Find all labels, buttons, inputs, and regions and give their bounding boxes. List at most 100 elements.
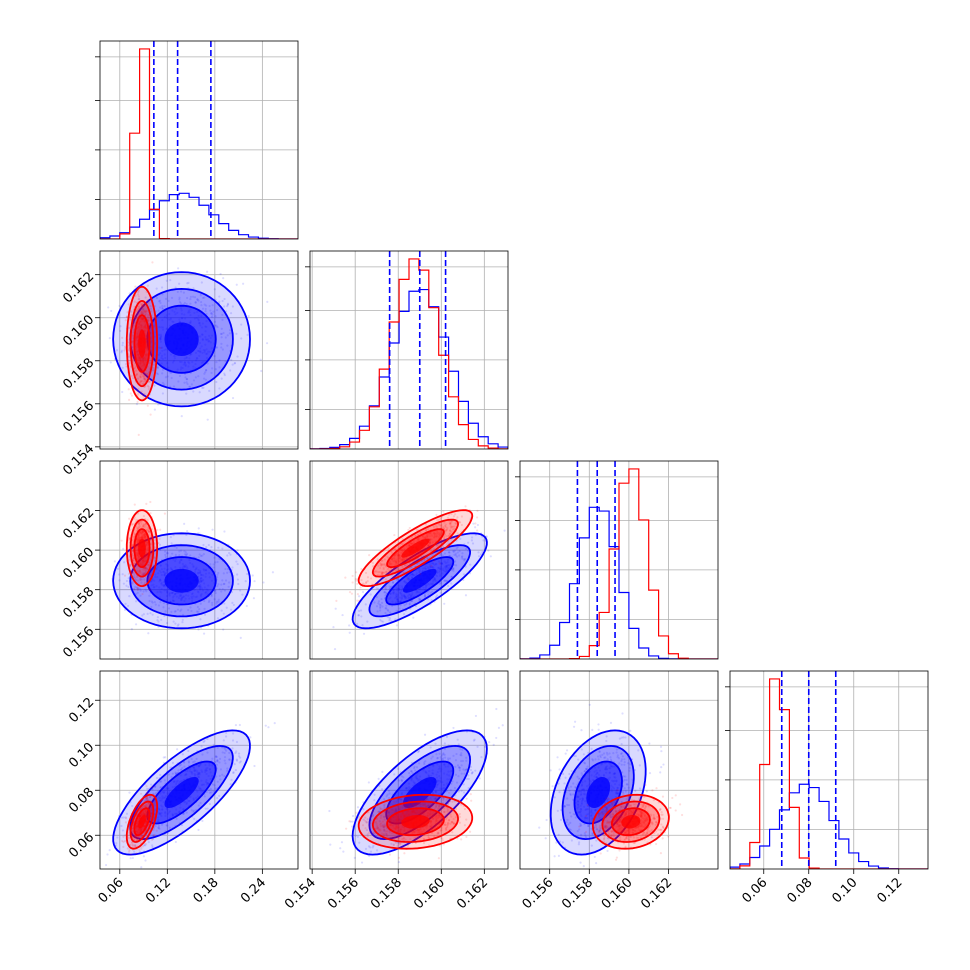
scatter-point: [170, 376, 173, 380]
contour-line: [386, 528, 445, 568]
scatter-point: [144, 312, 148, 315]
scatter-point: [204, 371, 207, 374]
scatter-point: [180, 415, 183, 418]
density-fill: [403, 568, 437, 593]
scatter-point: [109, 361, 112, 364]
scatter-point: [155, 791, 158, 795]
scatter-point: [209, 787, 212, 791]
scatter-point: [462, 573, 466, 576]
scatter-point: [132, 843, 135, 846]
scatter-point: [447, 584, 450, 588]
scatter-point: [134, 369, 138, 372]
scatter-point: [201, 307, 205, 310]
scatter-point: [449, 521, 452, 525]
scatter-point: [143, 567, 147, 570]
scatter-point: [445, 528, 449, 531]
scatter-point: [141, 304, 144, 307]
y-tick-label: 0.156: [60, 399, 97, 436]
scatter-point: [450, 525, 453, 528]
scatter-point: [147, 802, 151, 805]
histogram-panel-0: [95, 40, 299, 240]
scatter-point: [203, 296, 206, 299]
scatter-point: [139, 375, 142, 379]
scatter-point: [127, 850, 131, 853]
scatter-point: [208, 304, 211, 308]
scatter-point: [192, 295, 195, 298]
scatter-point: [136, 527, 139, 530]
scatter-point: [231, 566, 234, 569]
scatter-point: [218, 761, 221, 764]
scatter-point: [136, 372, 139, 376]
scatter-point: [140, 312, 143, 315]
scatter-point: [135, 586, 139, 589]
scatter-point: [150, 783, 153, 786]
scatter-point: [183, 761, 186, 764]
scatter-point: [226, 769, 229, 772]
scatter-point: [208, 389, 211, 392]
scatter-point: [203, 607, 206, 610]
scatter-point: [121, 390, 124, 394]
scatter-point: [125, 812, 129, 815]
scatter-point: [178, 764, 181, 767]
scatter-point: [141, 303, 144, 306]
scatter-point: [380, 597, 383, 601]
scatter-point: [197, 628, 200, 631]
scatter-point: [160, 780, 163, 783]
scatter-point: [211, 304, 214, 307]
scatter-point: [131, 544, 134, 548]
scatter-point: [401, 542, 404, 545]
scatter-point: [134, 577, 137, 580]
scatter-point: [381, 563, 384, 566]
scatter-point: [174, 622, 177, 625]
scatter-point: [193, 296, 197, 299]
scatter-point: [131, 340, 134, 343]
scatter-point: [65, 325, 67, 327]
scatter-point: [149, 804, 152, 807]
scatter-point: [434, 596, 438, 599]
scatter-point: [216, 797, 219, 800]
scatter-point: [133, 300, 136, 303]
histogram-panel-3: [725, 670, 929, 870]
scatter-point: [267, 726, 270, 729]
scatter-point: [229, 553, 232, 556]
scatter-point: [146, 384, 149, 387]
scatter-point: [239, 756, 242, 759]
scatter-point: [139, 571, 142, 574]
scatter-point: [144, 571, 147, 575]
scatter-point: [218, 588, 221, 591]
scatter-point: [121, 344, 124, 347]
scatter-point: [164, 376, 167, 379]
scatter-point: [393, 533, 396, 537]
scatter-point: [196, 298, 199, 301]
scatter-point: [382, 568, 385, 571]
scatter-point: [225, 749, 228, 752]
scatter-point: [151, 613, 154, 616]
scatter-point: [216, 585, 219, 588]
scatter-point: [460, 556, 464, 559]
scatter-point: [418, 561, 421, 565]
scatter-point: [121, 341, 124, 345]
scatter-point: [159, 301, 162, 305]
scatter-point: [143, 378, 146, 381]
scatter-point: [439, 582, 443, 585]
scatter-point: [357, 613, 360, 617]
scatter-point: [210, 594, 213, 598]
scatter-point: [423, 558, 426, 561]
scatter-point: [448, 554, 451, 557]
scatter-point: [472, 522, 475, 525]
scatter-point: [237, 755, 241, 758]
scatter-point: [222, 612, 225, 615]
scatter-point: [206, 270, 209, 273]
histogram-step: [100, 48, 298, 239]
y-tick-label: 0.156: [60, 624, 97, 661]
scatter-point: [127, 354, 131, 357]
scatter-point: [439, 591, 442, 594]
scatter-point: [153, 833, 156, 837]
scatter-point: [104, 863, 108, 867]
panel-frame: [99, 40, 299, 240]
scatter-point: [210, 315, 214, 318]
scatter-point: [142, 377, 146, 380]
scatter-point: [206, 362, 209, 365]
scatter-point: [223, 751, 226, 755]
scatter-point: [144, 296, 147, 299]
